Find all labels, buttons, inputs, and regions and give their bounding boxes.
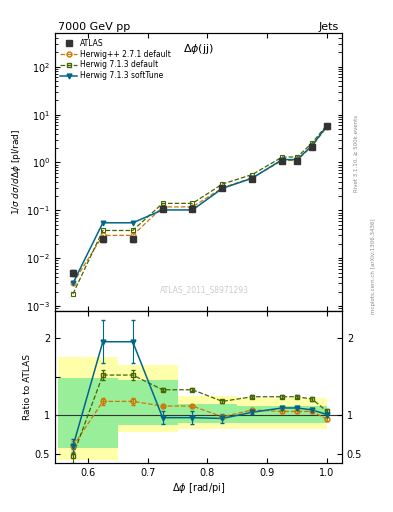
Text: mcplots.cern.ch [arXiv:1306.3436]: mcplots.cern.ch [arXiv:1306.3436]: [371, 219, 376, 314]
Text: ATLAS_2011_S8971293: ATLAS_2011_S8971293: [160, 285, 249, 294]
Y-axis label: $1/\sigma\;d\sigma/d\Delta\phi$ [pl/rad]: $1/\sigma\;d\sigma/d\Delta\phi$ [pl/rad]: [10, 129, 24, 215]
Y-axis label: Ratio to ATLAS: Ratio to ATLAS: [23, 354, 32, 420]
Text: Jets: Jets: [319, 22, 339, 32]
Text: $\Delta\phi$(jj): $\Delta\phi$(jj): [183, 41, 214, 56]
Text: Rivet 3.1.10, ≥ 500k events: Rivet 3.1.10, ≥ 500k events: [354, 115, 359, 192]
Legend: ATLAS, Herwig++ 2.7.1 default, Herwig 7.1.3 default, Herwig 7.1.3 softTune: ATLAS, Herwig++ 2.7.1 default, Herwig 7.…: [59, 37, 173, 82]
Text: 7000 GeV pp: 7000 GeV pp: [58, 22, 130, 32]
X-axis label: $\Delta\phi$ [rad/pi]: $\Delta\phi$ [rad/pi]: [172, 481, 225, 495]
